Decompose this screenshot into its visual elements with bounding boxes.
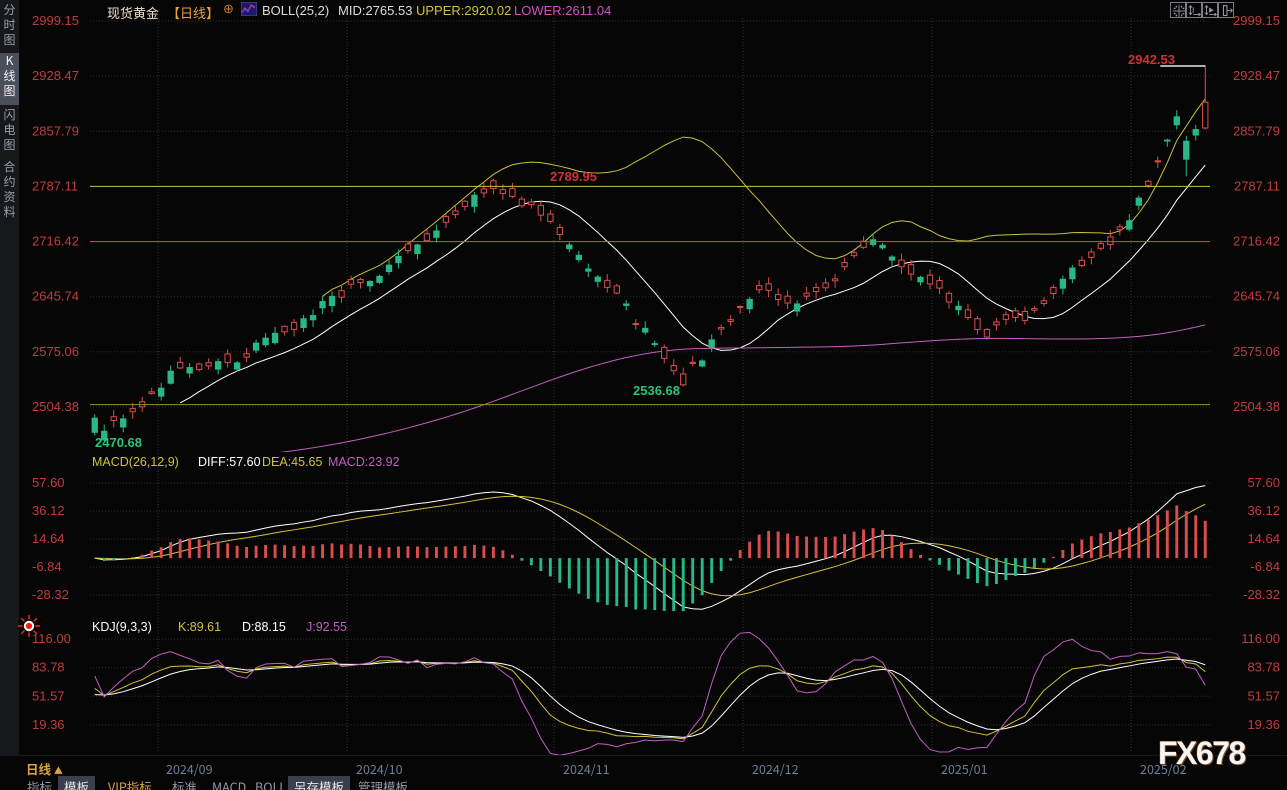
svg-text:2999.15: 2999.15 — [32, 13, 79, 28]
svg-text:83.78: 83.78 — [1247, 660, 1280, 675]
svg-text:2942.53: 2942.53 — [1128, 52, 1175, 67]
svg-text:2857.79: 2857.79 — [1233, 123, 1280, 138]
svg-text:-28.32: -28.32 — [32, 587, 69, 602]
svg-text:KDJ(9,3,3): KDJ(9,3,3) — [92, 620, 152, 634]
svg-text:K:89.61: K:89.61 — [178, 620, 221, 634]
svg-text:2536.68: 2536.68 — [633, 383, 680, 398]
svg-text:83.78: 83.78 — [32, 660, 65, 675]
svg-text:MACD:23.92: MACD:23.92 — [328, 455, 400, 469]
svg-text:2716.42: 2716.42 — [32, 234, 79, 249]
svg-text:57.60: 57.60 — [1247, 475, 1280, 490]
svg-text:2470.68: 2470.68 — [95, 435, 142, 450]
svg-text:-28.32: -28.32 — [1243, 587, 1280, 602]
svg-text:36.12: 36.12 — [1247, 503, 1280, 518]
svg-text:-6.84: -6.84 — [1250, 559, 1280, 574]
svg-text:2504.38: 2504.38 — [32, 399, 79, 414]
svg-text:19.36: 19.36 — [1247, 717, 1280, 732]
svg-text:19.36: 19.36 — [32, 717, 65, 732]
svg-text:57.60: 57.60 — [32, 475, 65, 490]
svg-text:51.57: 51.57 — [1247, 688, 1280, 703]
svg-text:2645.74: 2645.74 — [32, 289, 79, 304]
svg-text:2787.11: 2787.11 — [1234, 178, 1280, 193]
svg-text:2716.42: 2716.42 — [1233, 234, 1280, 249]
svg-text:2857.79: 2857.79 — [32, 123, 79, 138]
svg-text:116.00: 116.00 — [32, 631, 71, 646]
svg-text:51.57: 51.57 — [32, 688, 65, 703]
svg-text:2504.38: 2504.38 — [1233, 399, 1280, 414]
svg-text:36.12: 36.12 — [32, 503, 65, 518]
svg-text:14.64: 14.64 — [1247, 531, 1280, 546]
svg-text:J:92.55: J:92.55 — [306, 620, 347, 634]
svg-text:2787.11: 2787.11 — [32, 178, 78, 193]
svg-text:116.00: 116.00 — [1241, 631, 1280, 646]
svg-text:D:88.15: D:88.15 — [242, 620, 286, 634]
svg-text:MACD(26,12,9): MACD(26,12,9) — [92, 455, 179, 469]
svg-text:DIFF:57.60: DIFF:57.60 — [198, 455, 261, 469]
svg-text:DEA:45.65: DEA:45.65 — [262, 455, 323, 469]
svg-text:2789.95: 2789.95 — [550, 169, 597, 184]
svg-text:2928.47: 2928.47 — [1233, 68, 1280, 83]
svg-text:14.64: 14.64 — [32, 531, 65, 546]
svg-text:2645.74: 2645.74 — [1233, 289, 1280, 304]
svg-text:2575.06: 2575.06 — [32, 344, 79, 359]
svg-text:2999.15: 2999.15 — [1233, 13, 1280, 28]
svg-text:2928.47: 2928.47 — [32, 68, 79, 83]
svg-text:-6.84: -6.84 — [32, 559, 62, 574]
svg-text:2575.06: 2575.06 — [1233, 344, 1280, 359]
